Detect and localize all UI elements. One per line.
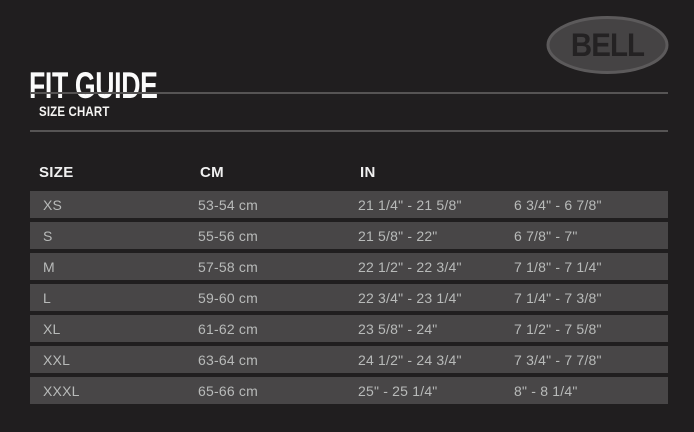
size-cell: XXL xyxy=(43,351,71,368)
section-divider xyxy=(30,130,668,132)
in-cell: 22 3/4" - 23 1/4" xyxy=(358,289,462,306)
table-row-xxl: XXL 63-64 cm 24 1/2" - 24 3/4" 7 3/4" - … xyxy=(30,346,668,373)
page-title: FIT GUIDE xyxy=(29,64,158,106)
size-cell: M xyxy=(43,258,55,275)
cm-cell: 53-54 cm xyxy=(198,196,258,213)
column-header-size: SIZE xyxy=(39,163,74,181)
cm-cell: 65-66 cm xyxy=(198,382,258,399)
cm-cell: 55-56 cm xyxy=(198,227,258,244)
size-cell: XS xyxy=(43,196,63,213)
in-cell: 25" - 25 1/4" xyxy=(358,382,438,399)
cm-cell: 57-58 cm xyxy=(198,258,258,275)
column-header-in: IN xyxy=(360,163,376,181)
hat-size-cell: 6 7/8" - 7" xyxy=(514,227,578,244)
in-cell: 24 1/2" - 24 3/4" xyxy=(358,351,462,368)
in-cell: 22 1/2" - 22 3/4" xyxy=(358,258,462,275)
section-title: SIZE CHART xyxy=(39,103,110,119)
table-row-xxxl: XXXL 65-66 cm 25" - 25 1/4" 8" - 8 1/4" xyxy=(30,377,668,404)
title-divider xyxy=(30,92,668,94)
hat-size-cell: 7 1/2" - 7 5/8" xyxy=(514,320,602,337)
in-cell: 21 1/4" - 21 5/8" xyxy=(358,196,462,213)
cm-cell: 59-60 cm xyxy=(198,289,258,306)
hat-size-cell: 7 1/4" - 7 3/8" xyxy=(514,289,602,306)
table-row-s: S 55-56 cm 21 5/8" - 22" 6 7/8" - 7" xyxy=(30,222,668,249)
hat-size-cell: 6 3/4" - 6 7/8" xyxy=(514,196,602,213)
cm-cell: 61-62 cm xyxy=(198,320,258,337)
size-chart-header-row: SIZE CM IN xyxy=(30,160,668,184)
in-cell: 21 5/8" - 22" xyxy=(358,227,438,244)
table-row-m: M 57-58 cm 22 1/2" - 22 3/4" 7 1/8" - 7 … xyxy=(30,253,668,280)
in-cell: 23 5/8" - 24" xyxy=(358,320,438,337)
size-cell: S xyxy=(43,227,53,244)
bell-logo-text: BELL xyxy=(571,27,644,63)
table-row-xl: XL 61-62 cm 23 5/8" - 24" 7 1/2" - 7 5/8… xyxy=(30,315,668,342)
cm-cell: 63-64 cm xyxy=(198,351,258,368)
size-chart-table: XS 53-54 cm 21 1/4" - 21 5/8" 6 3/4" - 6… xyxy=(30,191,668,408)
size-cell: XL xyxy=(43,320,61,337)
column-header-cm: CM xyxy=(200,163,224,181)
hat-size-cell: 8" - 8 1/4" xyxy=(514,382,578,399)
size-cell: XXXL xyxy=(43,382,80,399)
table-row-l: L 59-60 cm 22 3/4" - 23 1/4" 7 1/4" - 7 … xyxy=(30,284,668,311)
table-row-xs: XS 53-54 cm 21 1/4" - 21 5/8" 6 3/4" - 6… xyxy=(30,191,668,218)
size-cell: L xyxy=(43,289,51,306)
hat-size-cell: 7 1/8" - 7 1/4" xyxy=(514,258,602,275)
bell-logo-icon: BELL xyxy=(546,16,669,74)
hat-size-cell: 7 3/4" - 7 7/8" xyxy=(514,351,602,368)
